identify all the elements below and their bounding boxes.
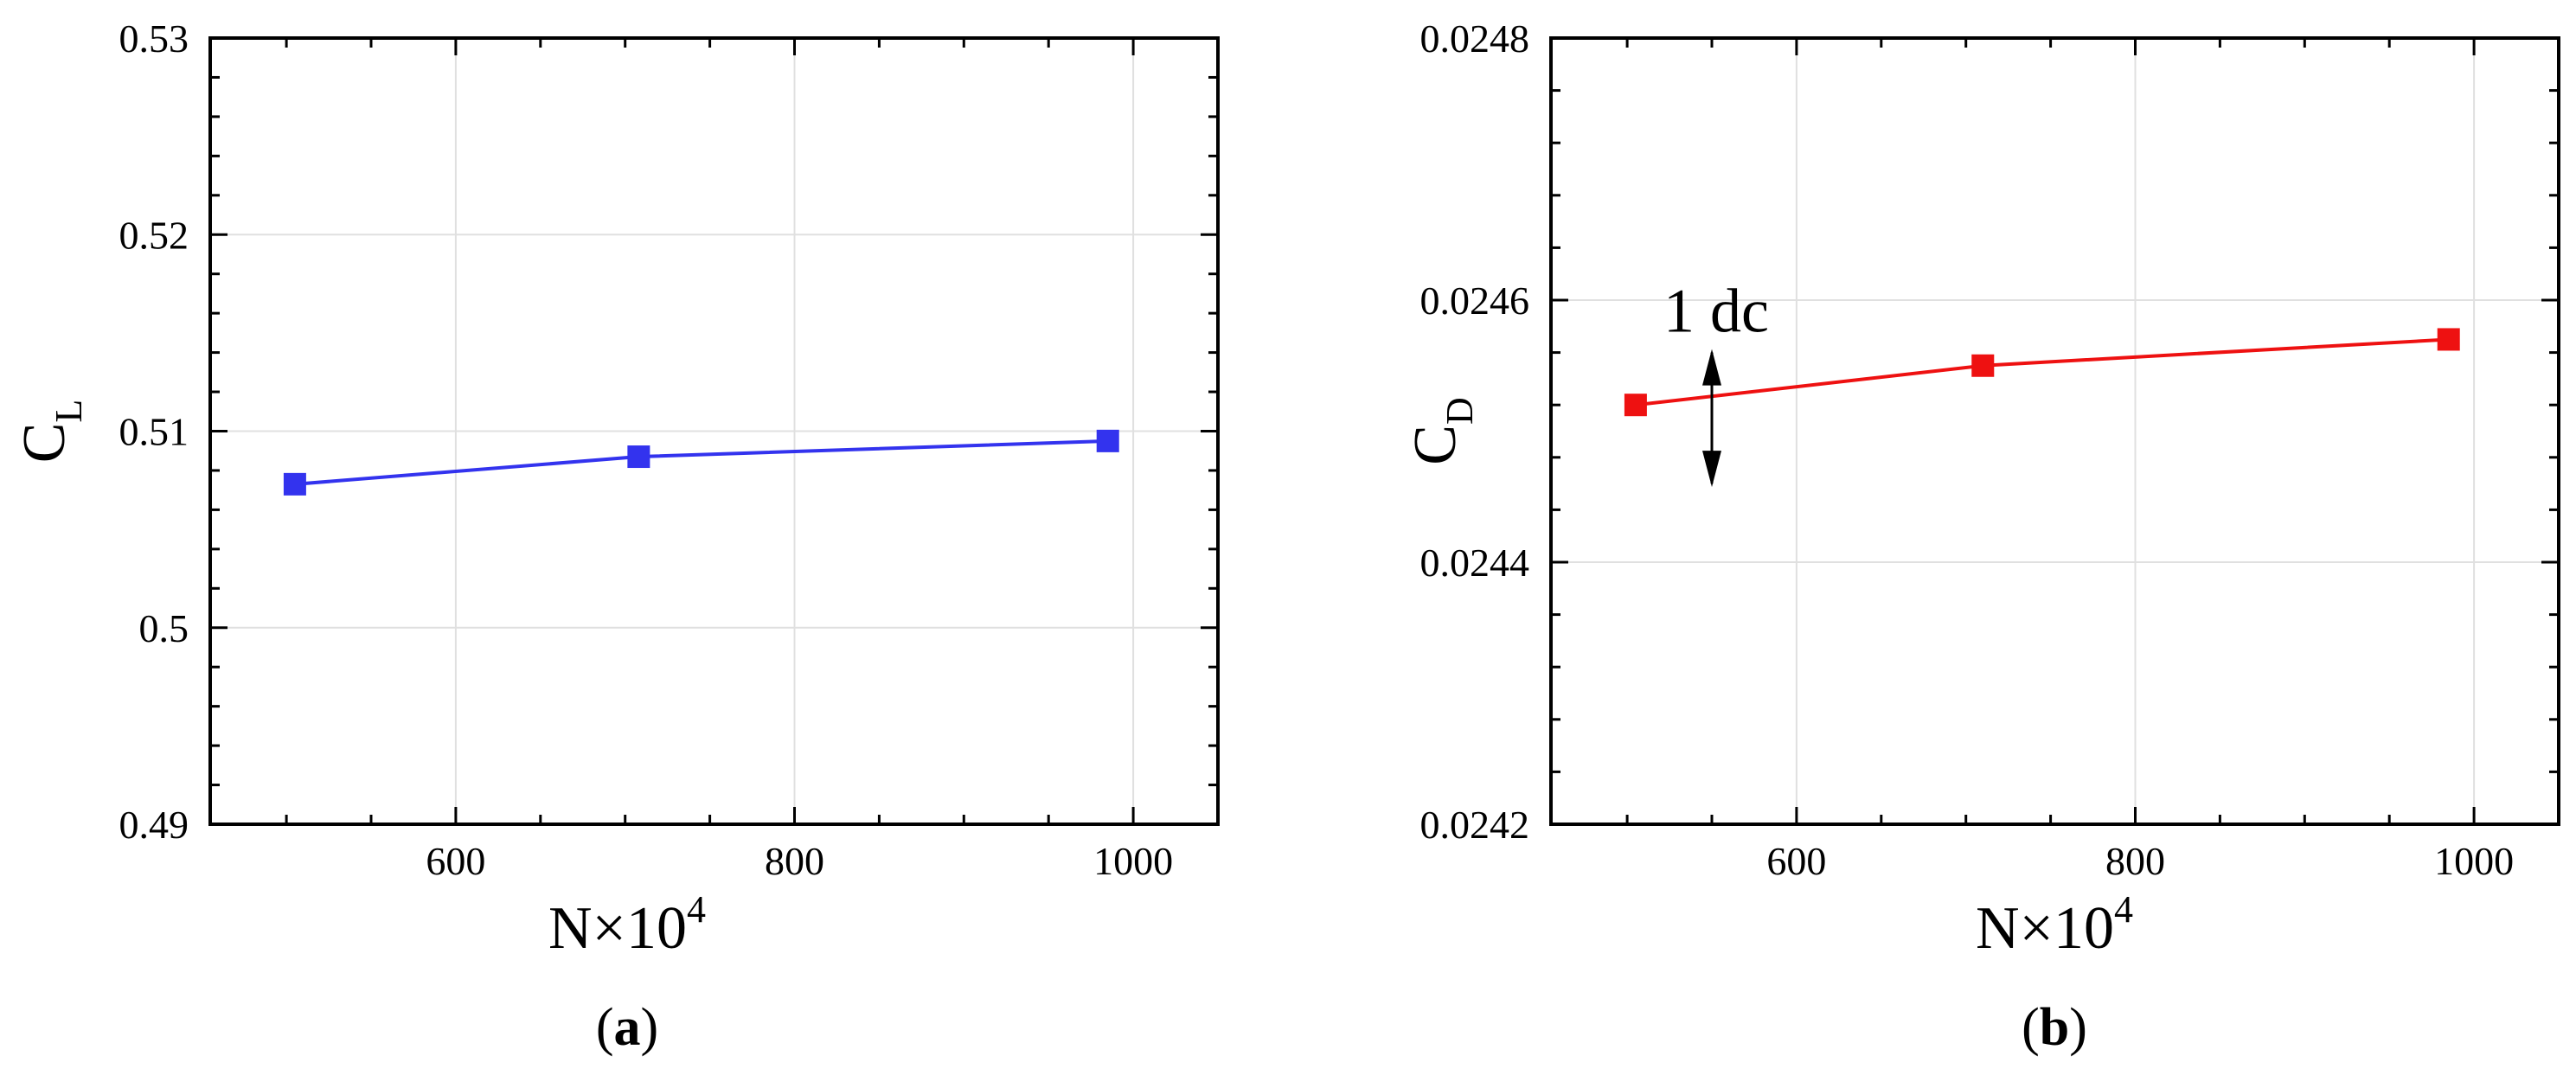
y-axis-label-sub: L — [48, 400, 90, 423]
y-tick-label: 0.52 — [119, 213, 189, 257]
y-axis-label-main: C — [11, 423, 78, 464]
panel-a: 600 800 1000 0.49 0.5 0.51 0.52 0.53 N×104 CL (a) — [11, 16, 1220, 1057]
plot-frame — [1549, 36, 2560, 826]
x-tick-label: 600 — [426, 839, 485, 883]
x-tick-label: 1000 — [1093, 839, 1173, 883]
y-tick-label: 0.0246 — [1420, 278, 1530, 323]
x-tick-label: 600 — [1766, 839, 1826, 883]
plot-frame — [208, 36, 1220, 826]
data-point — [627, 445, 650, 469]
data-point — [1624, 394, 1647, 417]
x-tick-label: 800 — [765, 839, 824, 883]
y-axis-label: CL — [11, 400, 90, 464]
annotation-arrowhead-down — [1702, 451, 1722, 488]
data-point — [1971, 354, 1995, 377]
data-point — [2437, 328, 2460, 351]
y-tick-label: 0.49 — [119, 803, 189, 847]
y-axis-label: CD — [1402, 397, 1481, 464]
y-axis-label-main: C — [1402, 425, 1469, 465]
y-tick-label: 0.0242 — [1420, 803, 1530, 847]
x-axis-label-main: N×10 — [1976, 895, 2114, 962]
x-axis-label-sup: 4 — [2114, 888, 2133, 931]
y-tick-label: 0.53 — [119, 16, 189, 61]
x-axis-label-main: N×10 — [548, 895, 687, 962]
y-tick-label: 0.51 — [119, 410, 189, 454]
series-line — [1635, 337, 2449, 407]
y-tick-label: 0.0248 — [1420, 16, 1530, 61]
panel-label: (b) — [2022, 998, 2087, 1057]
y-axis-label-sub: D — [1439, 397, 1481, 425]
panel-b: 600 800 1000 0.0242 0.0244 0.0246 0.0248 1 dc N×… — [1402, 16, 2560, 1057]
x-axis-label: N×104 — [1976, 888, 2133, 962]
x-axis-label-sup: 4 — [687, 888, 706, 931]
annotation-label: 1 dc — [1663, 277, 1769, 346]
panel-label: (a) — [596, 998, 658, 1057]
x-tick-label: 1000 — [2434, 839, 2514, 883]
data-point — [283, 472, 306, 496]
data-point — [1096, 429, 1119, 452]
series-line — [294, 438, 1108, 486]
y-tick-label: 0.5 — [139, 606, 189, 650]
y-tick-label: 0.0244 — [1420, 541, 1530, 585]
x-tick-label: 800 — [2105, 839, 2165, 883]
annotation-arrowhead-up — [1702, 349, 1722, 386]
x-axis-label: N×104 — [548, 888, 706, 962]
